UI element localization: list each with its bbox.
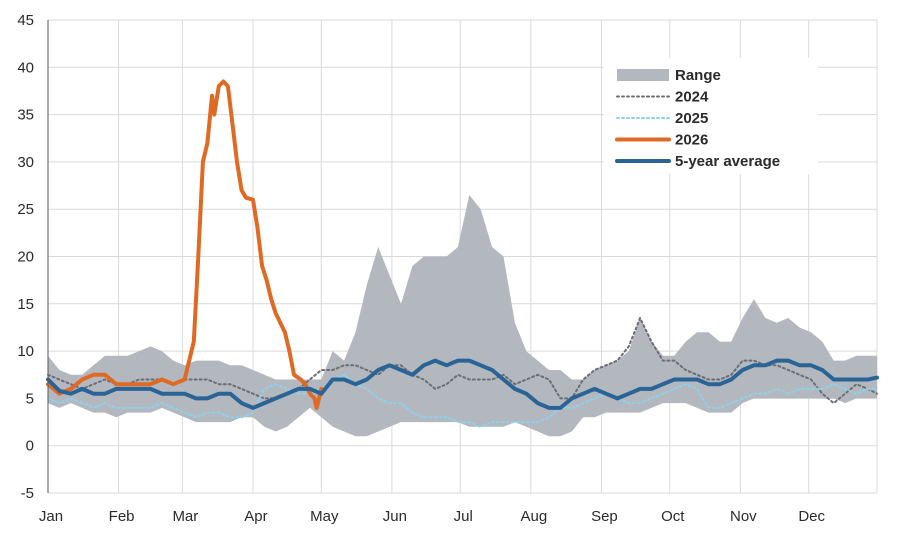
- x-tick-label: Sep: [591, 508, 618, 525]
- y-tick-label: 10: [17, 343, 34, 360]
- legend: Range 2024 2025 2026 5-year average: [604, 58, 818, 174]
- x-tick-label: Apr: [244, 508, 267, 525]
- y-tick-label: 40: [17, 59, 34, 76]
- y-tick-label: 30: [17, 154, 34, 171]
- legend-label-y2025: 2025: [675, 110, 708, 127]
- x-tick-label: Jul: [454, 508, 473, 525]
- y-tick-label: 25: [17, 201, 34, 218]
- x-tick-label: Feb: [109, 508, 135, 525]
- series-line-y2026: [46, 79, 324, 410]
- x-tick-label: Jan: [39, 508, 63, 525]
- series-lines: [46, 79, 879, 428]
- y-tick-label: 35: [17, 107, 34, 124]
- x-tick-label: Nov: [730, 508, 757, 525]
- x-tick-label: Mar: [172, 508, 198, 525]
- x-tick-label: Aug: [520, 508, 547, 525]
- legend-label-y2026: 2026: [675, 132, 708, 149]
- range-band: [48, 195, 877, 437]
- y-tick-label: 15: [17, 296, 34, 313]
- legend-label-range: Range: [675, 67, 721, 84]
- legend-swatch-range: [617, 69, 669, 81]
- x-tick-label: Jun: [383, 508, 407, 525]
- series-line-avg: [46, 358, 879, 410]
- y-tick-label: 20: [17, 249, 34, 266]
- x-tick-label: Oct: [661, 508, 685, 525]
- x-tick-label: Dec: [798, 508, 825, 525]
- y-tick-label: 5: [26, 390, 34, 407]
- x-tick-label: May: [310, 508, 339, 525]
- legend-label-avg: 5-year average: [675, 153, 780, 170]
- y-tick-label: 0: [26, 438, 34, 455]
- range-band-area: [48, 195, 877, 437]
- series-line-y2025: [47, 373, 878, 428]
- y-tick-label: -5: [21, 485, 34, 502]
- y-tick-label: 45: [17, 12, 34, 29]
- legend-label-y2024: 2024: [675, 89, 709, 106]
